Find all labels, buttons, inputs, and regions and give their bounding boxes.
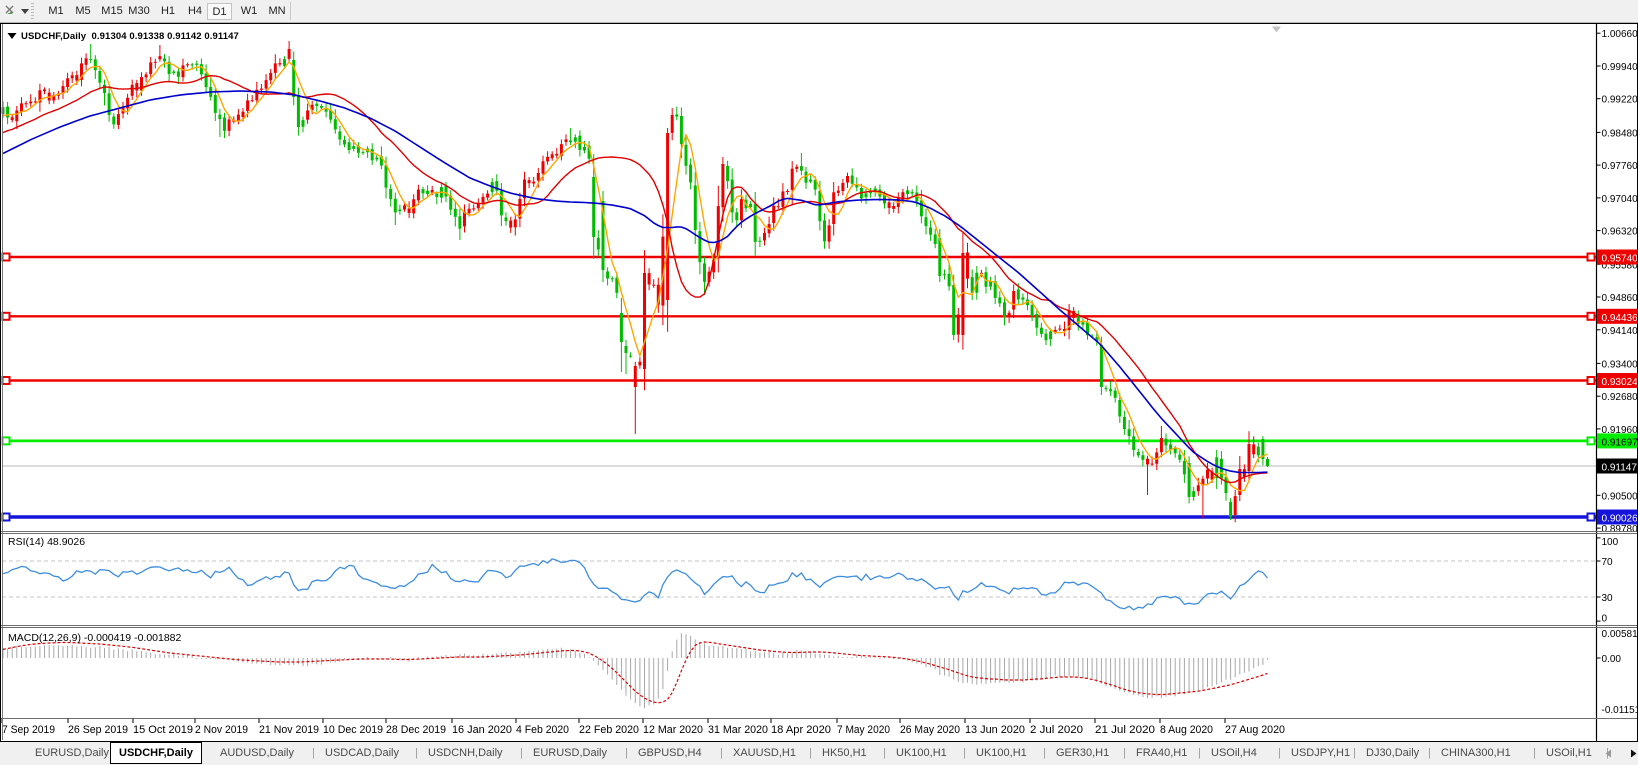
svg-text:0.94436: 0.94436	[1602, 313, 1638, 324]
svg-text:0.89780: 0.89780	[1602, 524, 1638, 535]
svg-text:7 Sep 2019: 7 Sep 2019	[2, 724, 55, 736]
svg-text:2 Nov 2019: 2 Nov 2019	[195, 724, 248, 736]
svg-text:30: 30	[1602, 593, 1614, 604]
svg-text:13 Jun 2020: 13 Jun 2020	[965, 724, 1025, 736]
svg-text:21 Nov 2019: 21 Nov 2019	[259, 724, 319, 736]
svg-text:10 Dec 2019: 10 Dec 2019	[323, 724, 383, 736]
svg-text:26 Sep 2019: 26 Sep 2019	[68, 724, 128, 736]
svg-text:MACD(12,26,9) -0.000419 -0.001: MACD(12,26,9) -0.000419 -0.001882	[8, 632, 182, 644]
svg-text:RSI(14) 48.9026: RSI(14) 48.9026	[8, 536, 85, 548]
svg-text:0: 0	[1602, 614, 1608, 625]
svg-text:0.97760: 0.97760	[1602, 161, 1638, 172]
svg-text:27 Aug 2020: 27 Aug 2020	[1225, 724, 1285, 736]
svg-text:100: 100	[1602, 537, 1619, 548]
svg-text:0.94140: 0.94140	[1602, 326, 1638, 337]
svg-text:1.00660: 1.00660	[1602, 29, 1638, 40]
svg-text:0.91147: 0.91147	[1602, 463, 1638, 474]
svg-text:2 Jul 2020: 2 Jul 2020	[1030, 724, 1083, 736]
svg-text:0.90026: 0.90026	[1602, 514, 1638, 525]
svg-text:0.95740: 0.95740	[1602, 254, 1638, 265]
svg-text:70: 70	[1602, 557, 1614, 568]
svg-text:0.91697: 0.91697	[1602, 437, 1638, 448]
svg-text:31 Mar 2020: 31 Mar 2020	[708, 724, 768, 736]
svg-text:15 Oct 2019: 15 Oct 2019	[133, 724, 193, 736]
svg-text:0.98480: 0.98480	[1602, 128, 1638, 139]
svg-text:26 May 2020: 26 May 2020	[900, 724, 960, 736]
svg-text:8 Aug 2020: 8 Aug 2020	[1160, 724, 1213, 736]
svg-text:28 Dec 2019: 28 Dec 2019	[386, 724, 446, 736]
svg-text:0.99940: 0.99940	[1602, 62, 1638, 73]
svg-text:0.91960: 0.91960	[1602, 425, 1638, 436]
svg-text:0.00: 0.00	[1602, 654, 1622, 665]
svg-text:16 Jan 2020: 16 Jan 2020	[452, 724, 512, 736]
svg-text:0.005818: 0.005818	[1602, 629, 1638, 640]
svg-text:21 Jul 2020: 21 Jul 2020	[1095, 724, 1155, 736]
svg-text:7 May 2020: 7 May 2020	[837, 724, 890, 736]
svg-text:0.99220: 0.99220	[1602, 95, 1638, 106]
svg-text:4 Feb 2020: 4 Feb 2020	[516, 724, 569, 736]
svg-text:0.97040: 0.97040	[1602, 194, 1638, 205]
svg-text:0.92680: 0.92680	[1602, 392, 1638, 403]
svg-text:0.93400: 0.93400	[1602, 359, 1638, 370]
svg-text:0.94860: 0.94860	[1602, 293, 1638, 304]
svg-text:0.95580: 0.95580	[1602, 260, 1638, 271]
svg-text:0.93024: 0.93024	[1602, 377, 1638, 388]
svg-text:12 Mar 2020: 12 Mar 2020	[643, 724, 703, 736]
svg-text:-0.011514: -0.011514	[1602, 705, 1638, 716]
svg-text:18 Apr 2020: 18 Apr 2020	[771, 724, 831, 736]
svg-text:USDCHF,Daily 0.91304 0.91338: USDCHF,Daily 0.91304 0.91338 0.91142 0.9…	[21, 31, 239, 42]
svg-text:0.90500: 0.90500	[1602, 491, 1638, 502]
svg-text:22 Feb 2020: 22 Feb 2020	[579, 724, 639, 736]
svg-text:0.96320: 0.96320	[1602, 227, 1638, 238]
